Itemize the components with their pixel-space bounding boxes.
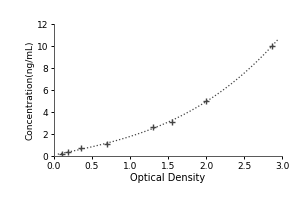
Y-axis label: Concentration(ng/mL): Concentration(ng/mL) bbox=[25, 40, 34, 140]
X-axis label: Optical Density: Optical Density bbox=[130, 173, 206, 183]
